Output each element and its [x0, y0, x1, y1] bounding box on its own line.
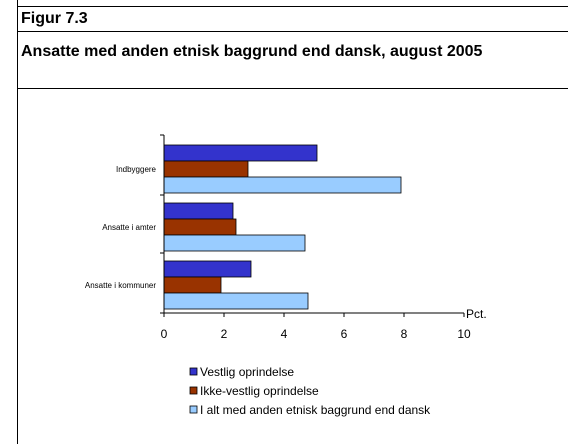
- title-rule: [17, 31, 568, 32]
- category-label-2: Ansatte i amter: [102, 223, 156, 232]
- bar-3-1: [163, 176, 402, 194]
- legend-label-1: Vestlig oprindelse: [200, 365, 294, 379]
- category-label-1: Indbyggere: [116, 165, 157, 174]
- x-tick-label-3: 4: [281, 327, 288, 341]
- figure-label: Figur 7.3: [21, 10, 88, 27]
- x-axis-unit: Pct.: [466, 307, 487, 321]
- legend-swatch-1: [189, 367, 198, 376]
- top-rule: [17, 6, 568, 7]
- chart-title: Ansatte med anden etnisk baggrund end da…: [21, 43, 483, 60]
- legend-swatch-3: [189, 405, 198, 414]
- bar-1-1: [163, 144, 318, 162]
- legend-label-2: Ikke-vestlig oprindelse: [200, 384, 319, 398]
- bar-1-2: [163, 202, 234, 220]
- bar-2-3: [163, 276, 222, 294]
- bar-1-3: [163, 260, 252, 278]
- bar-2-1: [163, 160, 249, 178]
- x-tick-label-2: 2: [221, 327, 228, 341]
- legend-swatch-2: [189, 386, 198, 395]
- x-tick-label-1: 0: [161, 327, 168, 341]
- header-rule: [17, 88, 568, 89]
- category-label-3: Ansatte i kommuner: [85, 281, 156, 290]
- bar-2-2: [163, 218, 237, 236]
- left-rule: [17, 0, 18, 444]
- legend-label-3: I alt med anden etnisk baggrund end dans…: [200, 403, 431, 417]
- bar-3-3: [163, 292, 309, 310]
- x-tick-label-5: 8: [401, 327, 408, 341]
- x-tick-label-4: 6: [341, 327, 348, 341]
- x-tick-label-6: 10: [457, 327, 471, 341]
- bar-3-2: [163, 234, 306, 252]
